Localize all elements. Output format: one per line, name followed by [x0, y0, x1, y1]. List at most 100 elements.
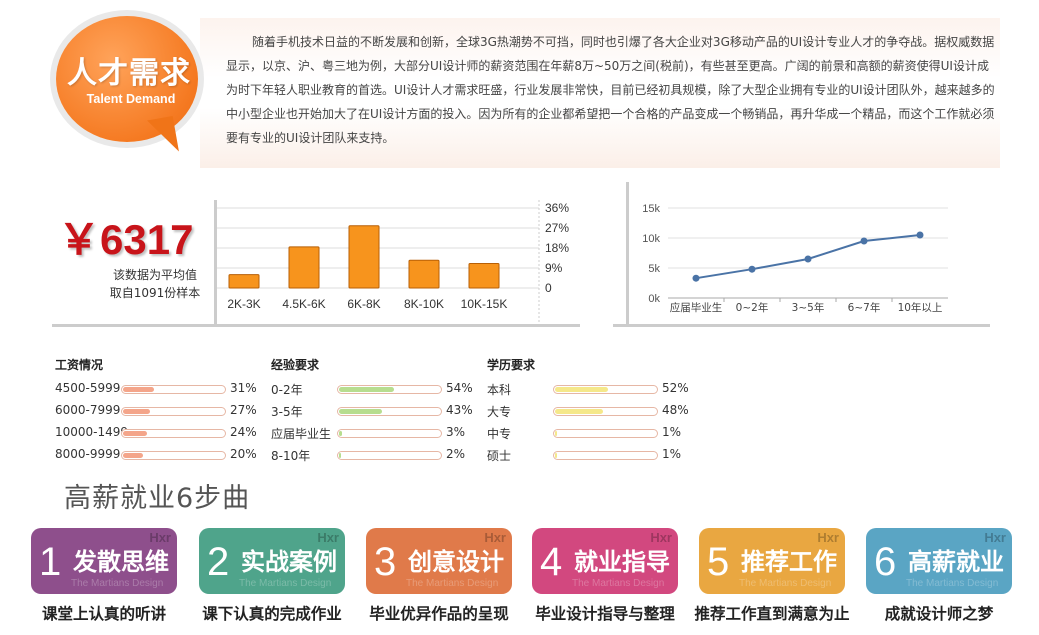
salary-stat-progress-fill: [123, 431, 148, 436]
line-point-6~7年: [860, 237, 868, 245]
salary-note-line2: 取自1091份样本: [109, 286, 201, 300]
line-point-3~5年: [804, 255, 812, 263]
education-stat-row: 中专 1%: [487, 425, 697, 441]
education-stat-row: 大专 48%: [487, 403, 697, 419]
step-watermark-sub: The Martians Design: [572, 578, 665, 589]
education-stat-row: 硕士 1%: [487, 447, 697, 463]
education-stat-percent: 48%: [662, 403, 689, 417]
bar-4.5K-6K: [288, 246, 320, 289]
step-watermark-sub: The Martians Design: [406, 578, 499, 589]
bar-category-label: 10K-15K: [461, 297, 508, 311]
education-stat-progress-bar: [553, 429, 658, 438]
line-point-0~2年: [748, 265, 756, 273]
salary-stat-progress-fill: [123, 409, 151, 414]
experience-stat-row: 3-5年 43%: [271, 403, 481, 419]
salary-panel-baseline: [52, 324, 580, 327]
step-card-4[interactable]: Hxr 4 就业指导 The Martians Design: [532, 528, 678, 594]
step-card-2[interactable]: Hxr 2 实战案例 The Martians Design: [199, 528, 345, 594]
salary-stat-row: 4500-5999 31%: [55, 381, 265, 397]
intro-background: [200, 18, 1000, 168]
education-stat-percent: 1%: [662, 447, 682, 461]
step-watermark: Hxr: [484, 530, 506, 545]
step-number: 3: [374, 540, 397, 584]
salary-note-line1: 该数据为平均值: [112, 268, 197, 282]
step-watermark: Hxr: [817, 530, 839, 545]
steps-heading: 高薪就业6步曲: [64, 483, 251, 514]
line-y-tick-label: 0k: [648, 293, 660, 305]
line-y-tick-label: 10k: [642, 233, 660, 245]
salary-stat-percent: 24%: [230, 425, 257, 439]
education-stat-progress-bar: [553, 407, 658, 416]
bar-y-tick-label: 18%: [545, 241, 569, 255]
salary-stat-row: 6000-7999 27%: [55, 403, 265, 419]
experience-stat-percent: 43%: [446, 403, 473, 417]
salary-stat-label: 10000-1499: [55, 425, 129, 439]
step-watermark: Hxr: [149, 530, 171, 545]
step-watermark-sub: The Martians Design: [906, 578, 999, 589]
experience-stat-row: 0-2年 54%: [271, 381, 481, 397]
talent-demand-badge: 人才需求 Talent Demand: [52, 10, 212, 160]
line-point-10年以上: [916, 231, 924, 239]
salary-stat-percent: 27%: [230, 403, 257, 417]
experience-stat-percent: 2%: [446, 447, 466, 461]
step-number: 2: [207, 540, 230, 584]
experience-stat-progress-bar: [337, 429, 442, 438]
bar-y-tick-label: 9%: [545, 261, 563, 275]
step-name: 创意设计: [408, 548, 504, 576]
salary-stat-progress-fill: [123, 453, 144, 458]
bar-category-label: 2K-3K: [227, 297, 260, 311]
experience-stats-title: 经验要求: [271, 358, 320, 372]
step-number: 1: [39, 540, 62, 584]
step-description: 课堂上认真的听讲: [41, 605, 166, 623]
experience-stat-percent: 54%: [446, 381, 473, 395]
experience-stat-progress-bar: [337, 451, 442, 460]
step-description: 毕业设计指导与整理: [535, 605, 675, 623]
salary-stats-title: 工资情况: [55, 358, 104, 372]
experience-stat-progress-bar: [337, 407, 442, 416]
step-card-5[interactable]: Hxr 5 推荐工作 The Martians Design: [699, 528, 845, 594]
education-stat-label: 大专: [487, 405, 512, 419]
education-stat-progress-fill: [555, 409, 604, 414]
step-card-3[interactable]: Hxr 3 创意设计 The Martians Design: [366, 528, 512, 594]
experience-stat-label: 应届毕业生: [271, 427, 332, 441]
bar-y-tick-label: 27%: [545, 221, 569, 235]
salary-note: 该数据为平均值 取自1091份样本: [100, 266, 210, 302]
step-name: 就业指导: [574, 548, 670, 576]
speech-bubble-icon: [56, 16, 198, 142]
step-card-6[interactable]: Hxr 6 高薪就业 The Martians Design: [866, 528, 1012, 594]
experience-stat-progress-bar: [337, 385, 442, 394]
education-stat-label: 中专: [487, 427, 512, 441]
bar-y-tick-label: 0: [545, 281, 552, 295]
bar-category-label: 8K-10K: [404, 297, 444, 311]
badge-subtitle: Talent Demand: [86, 92, 176, 106]
step-watermark: Hxr: [984, 530, 1006, 545]
salary-stat-progress-bar: [121, 451, 226, 460]
line-category-label: 3~5年: [792, 301, 825, 314]
step-card-1[interactable]: Hxr 1 发散思维 The Martians Design: [31, 528, 177, 594]
bar-10K-15K: [468, 263, 500, 289]
average-salary: ￥6317: [58, 216, 194, 263]
education-stat-percent: 1%: [662, 425, 682, 439]
education-stat-progress-bar: [553, 451, 658, 460]
line-y-tick-label: 15k: [642, 203, 660, 215]
education-stat-progress-bar: [553, 385, 658, 394]
education-stats-title: 学历要求: [487, 358, 536, 372]
salary-stat-row: 10000-1499 24%: [55, 425, 265, 441]
line-category-label: 6~7年: [848, 301, 881, 314]
salary-stat-row: 8000-9999 20%: [55, 447, 265, 463]
salary-stat-label: 8000-9999: [55, 447, 121, 461]
step-number: 6: [874, 540, 897, 584]
step-name: 发散思维: [73, 548, 169, 576]
line-category-label: 10年以上: [898, 301, 943, 314]
line-category-label: 应届毕业生: [670, 301, 723, 314]
salary-stat-label: 6000-7999: [55, 403, 121, 417]
bar-chart-left-axis: [214, 200, 217, 326]
experience-stat-label: 8-10年: [271, 449, 311, 463]
experience-stat-percent: 3%: [446, 425, 466, 439]
bar-8K-10K: [408, 259, 440, 289]
bar-6K-8K: [348, 225, 380, 289]
step-name: 实战案例: [241, 548, 337, 576]
intro-paragraph: 随着手机技术日益的不断发展和创新，全球3G热潮势不可挡，同时也引爆了各大企业对3…: [226, 35, 995, 145]
step-description: 推荐工作直到满意为止: [694, 605, 850, 623]
bar-2K-3K: [228, 274, 260, 289]
